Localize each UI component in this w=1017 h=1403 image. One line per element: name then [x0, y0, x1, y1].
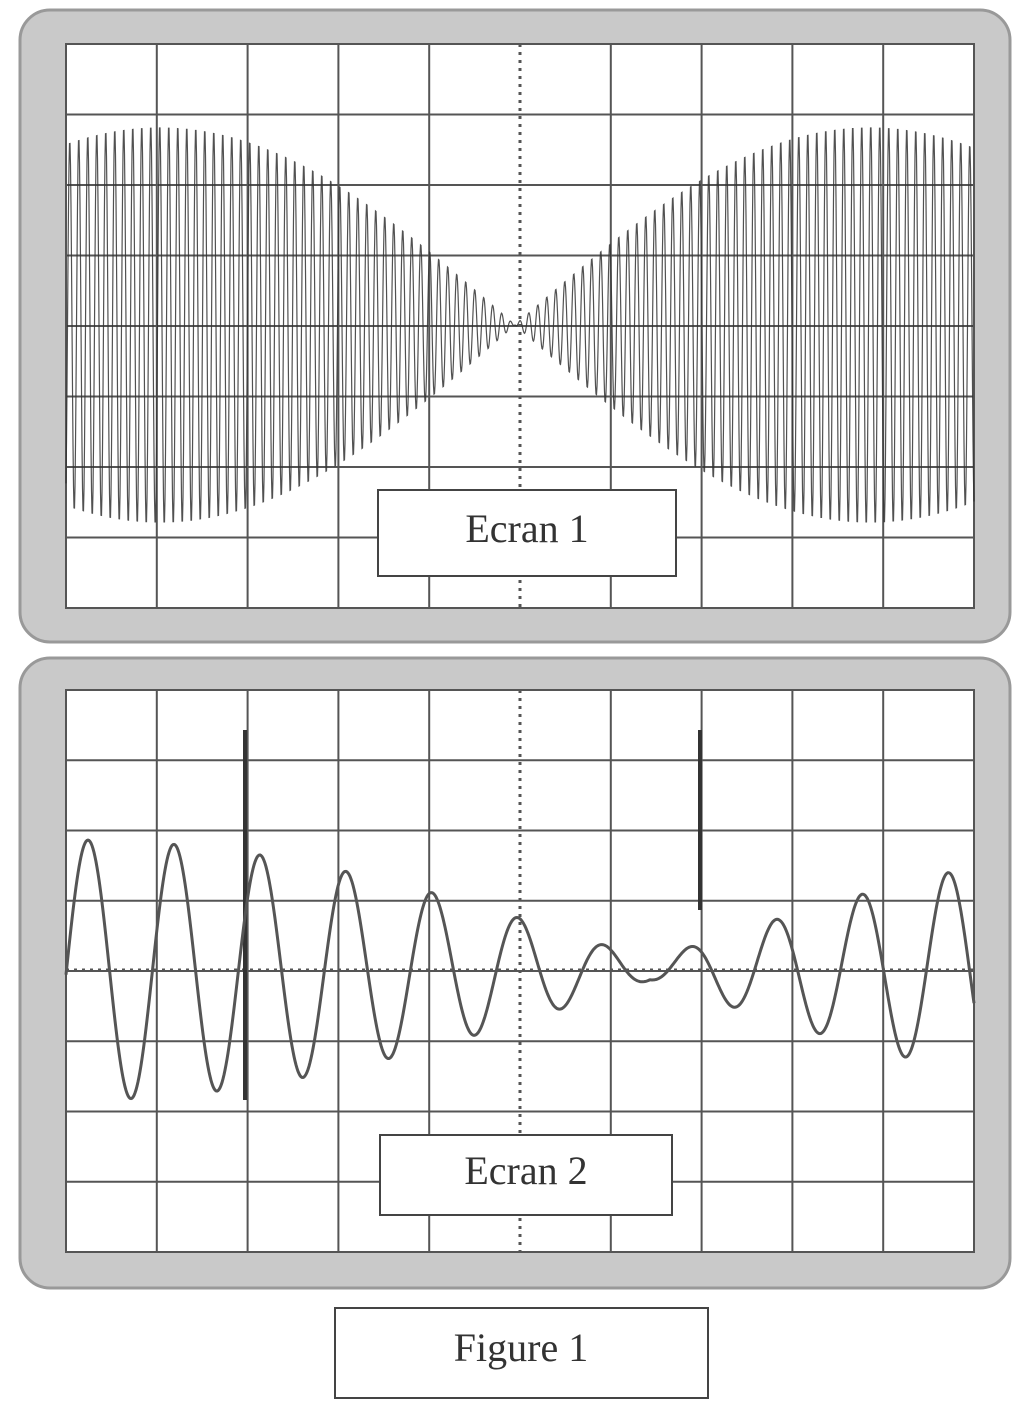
screen-label: Ecran 1: [465, 506, 588, 551]
screen-label: Ecran 2: [464, 1148, 587, 1193]
figure: Ecran 1 Ecran 2 Figure 1: [0, 0, 1017, 1403]
caption: Figure 1: [454, 1325, 588, 1370]
